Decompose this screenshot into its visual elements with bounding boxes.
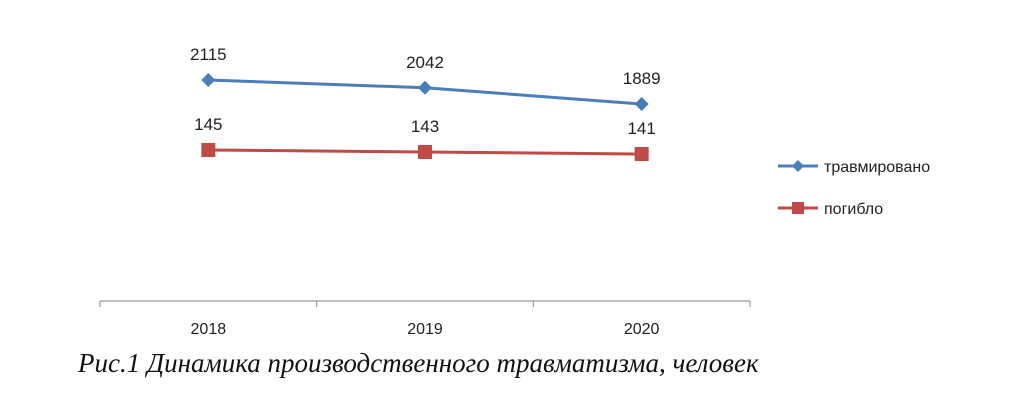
data-point [634, 147, 649, 161]
data-point [634, 97, 649, 111]
legend-label: травмировано [824, 159, 930, 176]
x-tick-label: 2019 [407, 321, 443, 338]
legend-item: погибло [778, 201, 883, 218]
data-point [418, 80, 432, 95]
data-label: 2115 [190, 45, 227, 64]
data-point [201, 143, 216, 157]
data-label: 2042 [406, 53, 444, 72]
legend: травмировано погибло [778, 159, 930, 218]
legend-marker [792, 160, 804, 172]
legend-marker [792, 202, 804, 214]
legend-item: травмировано [778, 159, 930, 176]
legend-label: погибло [824, 201, 883, 218]
x-tick-label: 2018 [191, 321, 227, 338]
data-label: 143 [411, 117, 439, 136]
x-tick-label: 2020 [624, 321, 660, 338]
data-label: 145 [194, 115, 222, 134]
data-label: 1889 [623, 69, 661, 88]
x-axis: 2018 2019 2020 [99, 300, 751, 338]
data-point [201, 73, 216, 87]
plot-area: 2115 2042 1889 145 143 141 [190, 45, 661, 161]
figure-caption: Рис.1 Динамика производственного травмат… [78, 348, 759, 378]
line-chart: 2018 2019 2020 2115 2042 1889 145 143 141 травм… [99, 45, 930, 338]
data-label: 141 [627, 119, 655, 138]
data-point [418, 145, 432, 159]
